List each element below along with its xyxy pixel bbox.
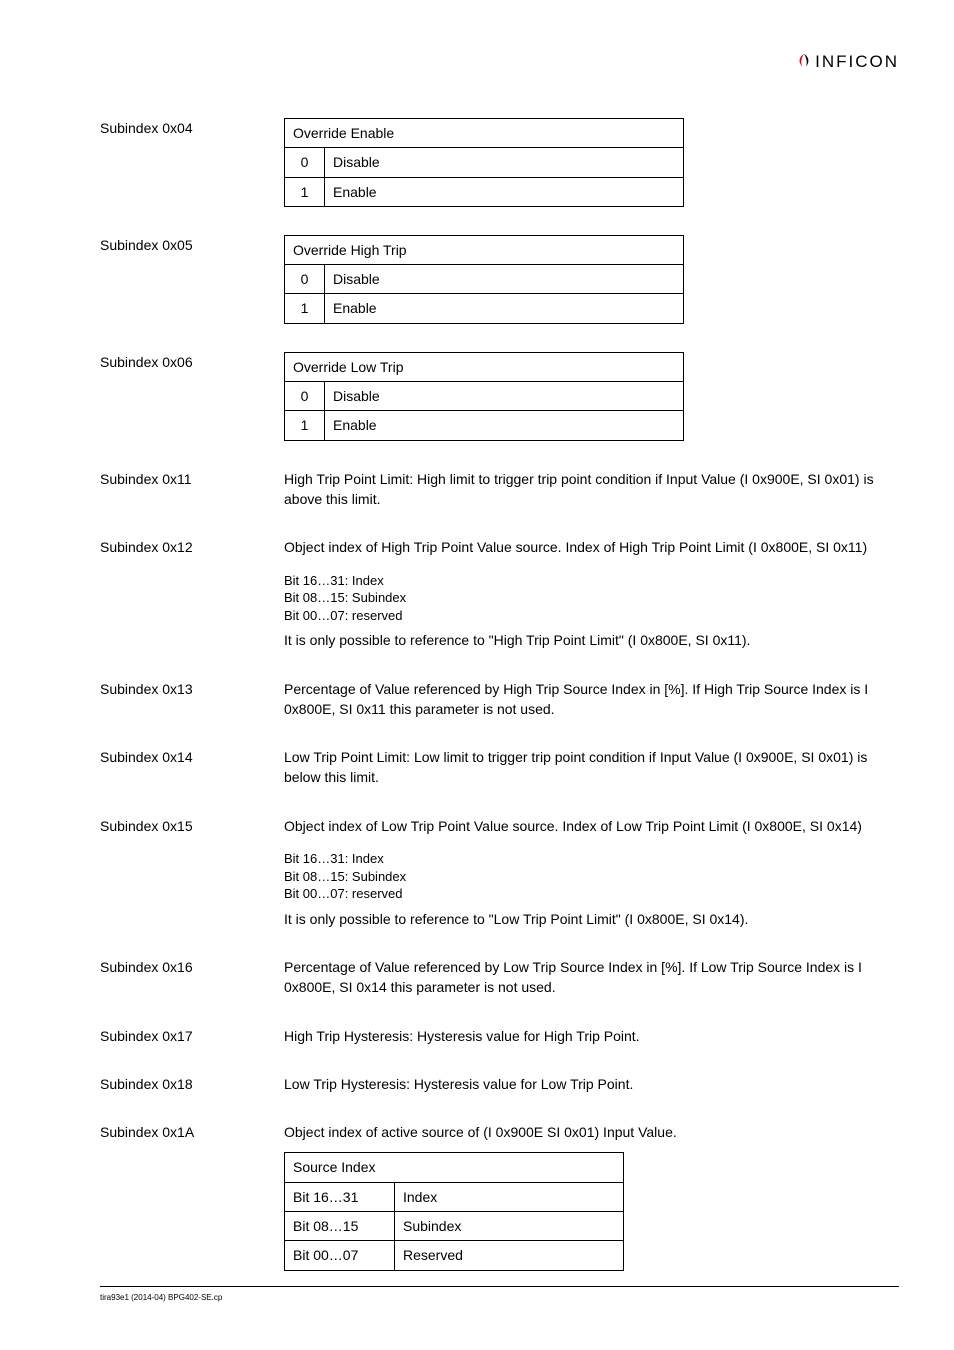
enum-table: Override High Trip0Disable1Enable [284,235,684,324]
enum-code: 0 [285,265,325,294]
bit-range: Bit 16…31 [285,1182,395,1211]
section-body: Override Low Trip0Disable1Enable [284,352,899,441]
section-row: Subindex 0x06Override Low Trip0Disable1E… [100,352,899,441]
bit-meaning: Reserved [395,1241,624,1270]
enum-code: 1 [285,177,325,206]
section-body: High Trip Point Limit: High limit to tri… [284,469,899,510]
bit-meaning: Subindex [395,1212,624,1241]
source-index-table: Source IndexBit 16…31IndexBit 08…15Subin… [284,1152,624,1270]
bit-line: Bit 00…07: reserved [284,607,899,625]
section-body: Percentage of Value referenced by High T… [284,679,899,720]
section-row: Subindex 0x1AObject index of active sour… [100,1122,899,1270]
enum-code: 1 [285,411,325,440]
logo-mark-icon [795,53,813,71]
section-body: Override High Trip0Disable1Enable [284,235,899,324]
description-text: Low Trip Hysteresis: Hysteresis value fo… [284,1074,899,1094]
subindex-label: Subindex 0x11 [100,469,284,487]
enum-value: Enable [325,177,684,206]
section-body: Low Trip Hysteresis: Hysteresis value fo… [284,1074,899,1094]
description-text: Object index of Low Trip Point Value sou… [284,816,899,836]
subindex-label: Subindex 0x1A [100,1122,284,1140]
section-row: Subindex 0x04Override Enable0Disable1Ena… [100,118,899,207]
enum-table-header: Override High Trip [285,235,684,264]
description-text: Low Trip Point Limit: Low limit to trigg… [284,747,899,788]
enum-code: 1 [285,294,325,323]
subindex-label: Subindex 0x12 [100,537,284,555]
enum-table-header: Override Enable [285,119,684,148]
section-row: Subindex 0x13Percentage of Value referen… [100,679,899,720]
enum-value: Enable [325,411,684,440]
bit-line: Bit 08…15: Subindex [284,868,899,886]
enum-value: Enable [325,294,684,323]
brand-logo: INFICON [795,52,899,72]
section-row: Subindex 0x12Object index of High Trip P… [100,537,899,650]
section-row: Subindex 0x05Override High Trip0Disable1… [100,235,899,324]
description-text: High Trip Hysteresis: Hysteresis value f… [284,1026,899,1046]
subindex-label: Subindex 0x06 [100,352,284,370]
enum-table: Override Low Trip0Disable1Enable [284,352,684,441]
subindex-label: Subindex 0x16 [100,957,284,975]
section-body: Low Trip Point Limit: Low limit to trigg… [284,747,899,788]
logo-text: INFICON [815,52,899,72]
bit-definitions: Bit 16…31: IndexBit 08…15: SubindexBit 0… [284,850,899,903]
bit-definitions: Bit 16…31: IndexBit 08…15: SubindexBit 0… [284,572,899,625]
enum-table: Override Enable0Disable1Enable [284,118,684,207]
section-body: Percentage of Value referenced by Low Tr… [284,957,899,998]
section-row: Subindex 0x17High Trip Hysteresis: Hyste… [100,1026,899,1046]
page-footer: tira93e1 (2014-04) BPG402-SE.cp [100,1286,899,1302]
bit-range: Bit 00…07 [285,1241,395,1270]
enum-code: 0 [285,382,325,411]
section-row: Subindex 0x11High Trip Point Limit: High… [100,469,899,510]
enum-code: 0 [285,148,325,177]
bit-meaning: Index [395,1182,624,1211]
bit-range: Bit 08…15 [285,1212,395,1241]
document-content: Subindex 0x04Override Enable0Disable1Ena… [100,118,899,1271]
bit-line: Bit 16…31: Index [284,850,899,868]
subindex-label: Subindex 0x04 [100,118,284,136]
bit-line: Bit 16…31: Index [284,572,899,590]
subindex-label: Subindex 0x18 [100,1074,284,1092]
section-body: High Trip Hysteresis: Hysteresis value f… [284,1026,899,1046]
description-text: High Trip Point Limit: High limit to tri… [284,469,899,510]
enum-value: Disable [325,265,684,294]
description-text: Object index of active source of (I 0x90… [284,1122,899,1142]
subindex-label: Subindex 0x17 [100,1026,284,1044]
section-row: Subindex 0x16Percentage of Value referen… [100,957,899,998]
description-text: Percentage of Value referenced by Low Tr… [284,957,899,998]
note-text: It is only possible to reference to "Hig… [284,630,899,650]
enum-value: Disable [325,382,684,411]
enum-value: Disable [325,148,684,177]
section-body: Object index of High Trip Point Value so… [284,537,899,650]
bit-line: Bit 08…15: Subindex [284,589,899,607]
section-row: Subindex 0x15Object index of Low Trip Po… [100,816,899,929]
source-index-header: Source Index [285,1153,624,1182]
subindex-label: Subindex 0x13 [100,679,284,697]
description-text: Object index of High Trip Point Value so… [284,537,899,557]
section-row: Subindex 0x18Low Trip Hysteresis: Hyster… [100,1074,899,1094]
subindex-label: Subindex 0x05 [100,235,284,253]
subindex-label: Subindex 0x14 [100,747,284,765]
subindex-label: Subindex 0x15 [100,816,284,834]
bit-line: Bit 00…07: reserved [284,885,899,903]
section-body: Object index of active source of (I 0x90… [284,1122,899,1270]
section-body: Override Enable0Disable1Enable [284,118,899,207]
description-text: Percentage of Value referenced by High T… [284,679,899,720]
section-row: Subindex 0x14Low Trip Point Limit: Low l… [100,747,899,788]
section-body: Object index of Low Trip Point Value sou… [284,816,899,929]
note-text: It is only possible to reference to "Low… [284,909,899,929]
enum-table-header: Override Low Trip [285,352,684,381]
